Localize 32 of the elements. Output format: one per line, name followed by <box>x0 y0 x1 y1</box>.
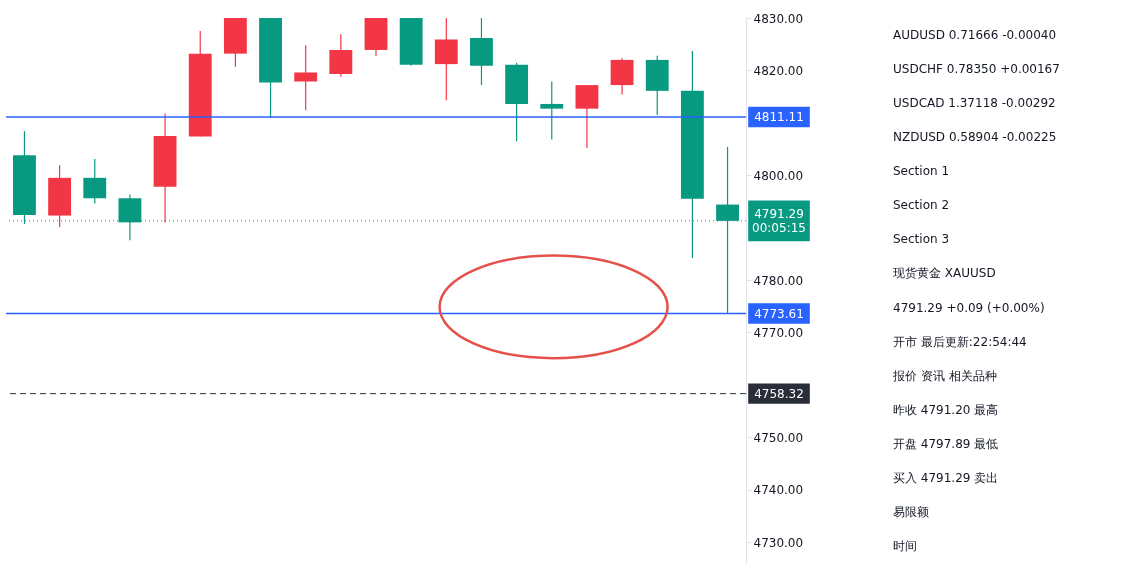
ref-line-label: 4811.11 <box>754 109 804 124</box>
text: Section 3 <box>893 232 950 247</box>
ref-line-label: 4791.29 00:05:15 <box>752 206 806 235</box>
candlestick <box>540 80 564 141</box>
text: 买入 4791.29 卖出 <box>893 470 999 485</box>
y-tick-label: 4820.00 <box>753 63 804 78</box>
text: Section 2 <box>893 198 950 213</box>
ref-line-label: 4773.61 <box>754 306 804 321</box>
text: 开盘 4797.89 最低 <box>893 436 999 451</box>
y-tick-label: 4830.00 <box>753 11 804 26</box>
text: 现货黄金 XAUUSD <box>893 266 996 281</box>
text: USDCAD 1.37118 -0.00292 <box>893 96 1056 111</box>
y-tick-label: 4740.00 <box>753 483 804 498</box>
text: 报价 资讯 相关品种 <box>892 368 997 383</box>
text: NZDUSD 0.58904 -0.00225 <box>893 130 1057 145</box>
candlestick <box>575 84 599 149</box>
text: 4791.29 +0.09 (+0.00%) <box>893 300 1045 315</box>
ref-line-label: 4758.32 <box>754 386 804 401</box>
candlestick <box>83 158 107 205</box>
y-tick-label: 4750.00 <box>753 430 804 445</box>
y-tick-label: 4780.00 <box>753 273 804 288</box>
y-tick-label: 4770.00 <box>753 325 804 340</box>
text: AUDUSD 0.71666 -0.00040 <box>893 28 1057 43</box>
text: USDCHF 0.78350 +0.00167 <box>893 62 1060 77</box>
text: 开市 最后更新:22:54:44 <box>893 334 1027 349</box>
y-tick-label: 4800.00 <box>753 168 804 183</box>
text: Section 1 <box>893 164 950 179</box>
text: 时间 <box>893 538 917 553</box>
y-tick-label: 4730.00 <box>753 535 804 550</box>
text: 昨收 4791.20 最高 <box>893 402 999 417</box>
candlestick <box>294 44 318 111</box>
text: 易限额 <box>893 504 929 519</box>
